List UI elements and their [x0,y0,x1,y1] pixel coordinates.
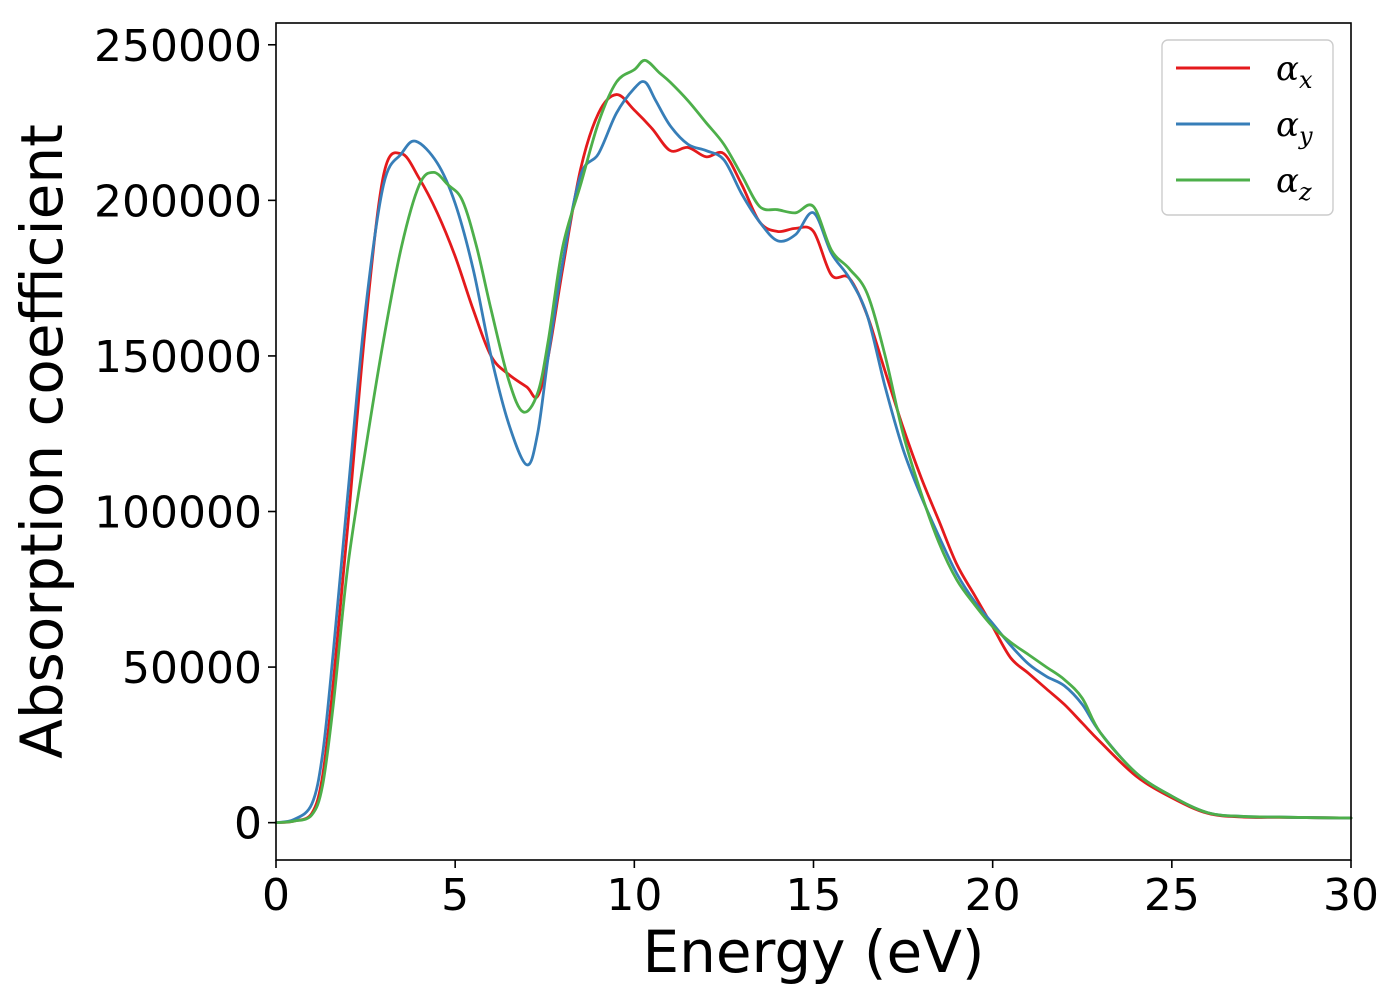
x-tick-label: 25 [1144,870,1200,921]
y-tick-label: 150000 [94,332,262,383]
x-tick-label: 15 [786,870,842,921]
legend-label-alpha-x: αx [1276,49,1313,94]
y-axis-title: Absorption coefficient [8,124,76,759]
y-tick-label: 0 [234,799,262,850]
series-line-alpha-x [274,93,1353,825]
legend: αx αy αz [1161,39,1334,216]
legend-label-alpha-y: αy [1276,105,1313,150]
x-tick-label: 20 [965,870,1021,921]
y-tick-label: 200000 [94,176,262,227]
x-tick-label: 0 [262,870,290,921]
x-axis-title: Energy (eV) [642,918,984,986]
legend-box [1161,39,1334,216]
x-tick-label: 10 [606,870,662,921]
y-tick-label: 250000 [94,21,262,72]
series-line-alpha-z [274,58,1353,825]
y-tick-label: 100000 [94,488,262,539]
y-tick-label: 50000 [122,643,262,694]
series-line-alpha-y [274,80,1353,825]
x-axis-ticks: 0 5 10 15 20 25 30 [262,860,1379,921]
y-axis-ticks: 0 50000 100000 150000 200000 250000 [94,21,276,850]
legend-label-alpha-z: αz [1276,161,1312,206]
x-tick-label: 5 [441,870,469,921]
series-layer [274,58,1353,825]
x-tick-label: 30 [1323,870,1379,921]
